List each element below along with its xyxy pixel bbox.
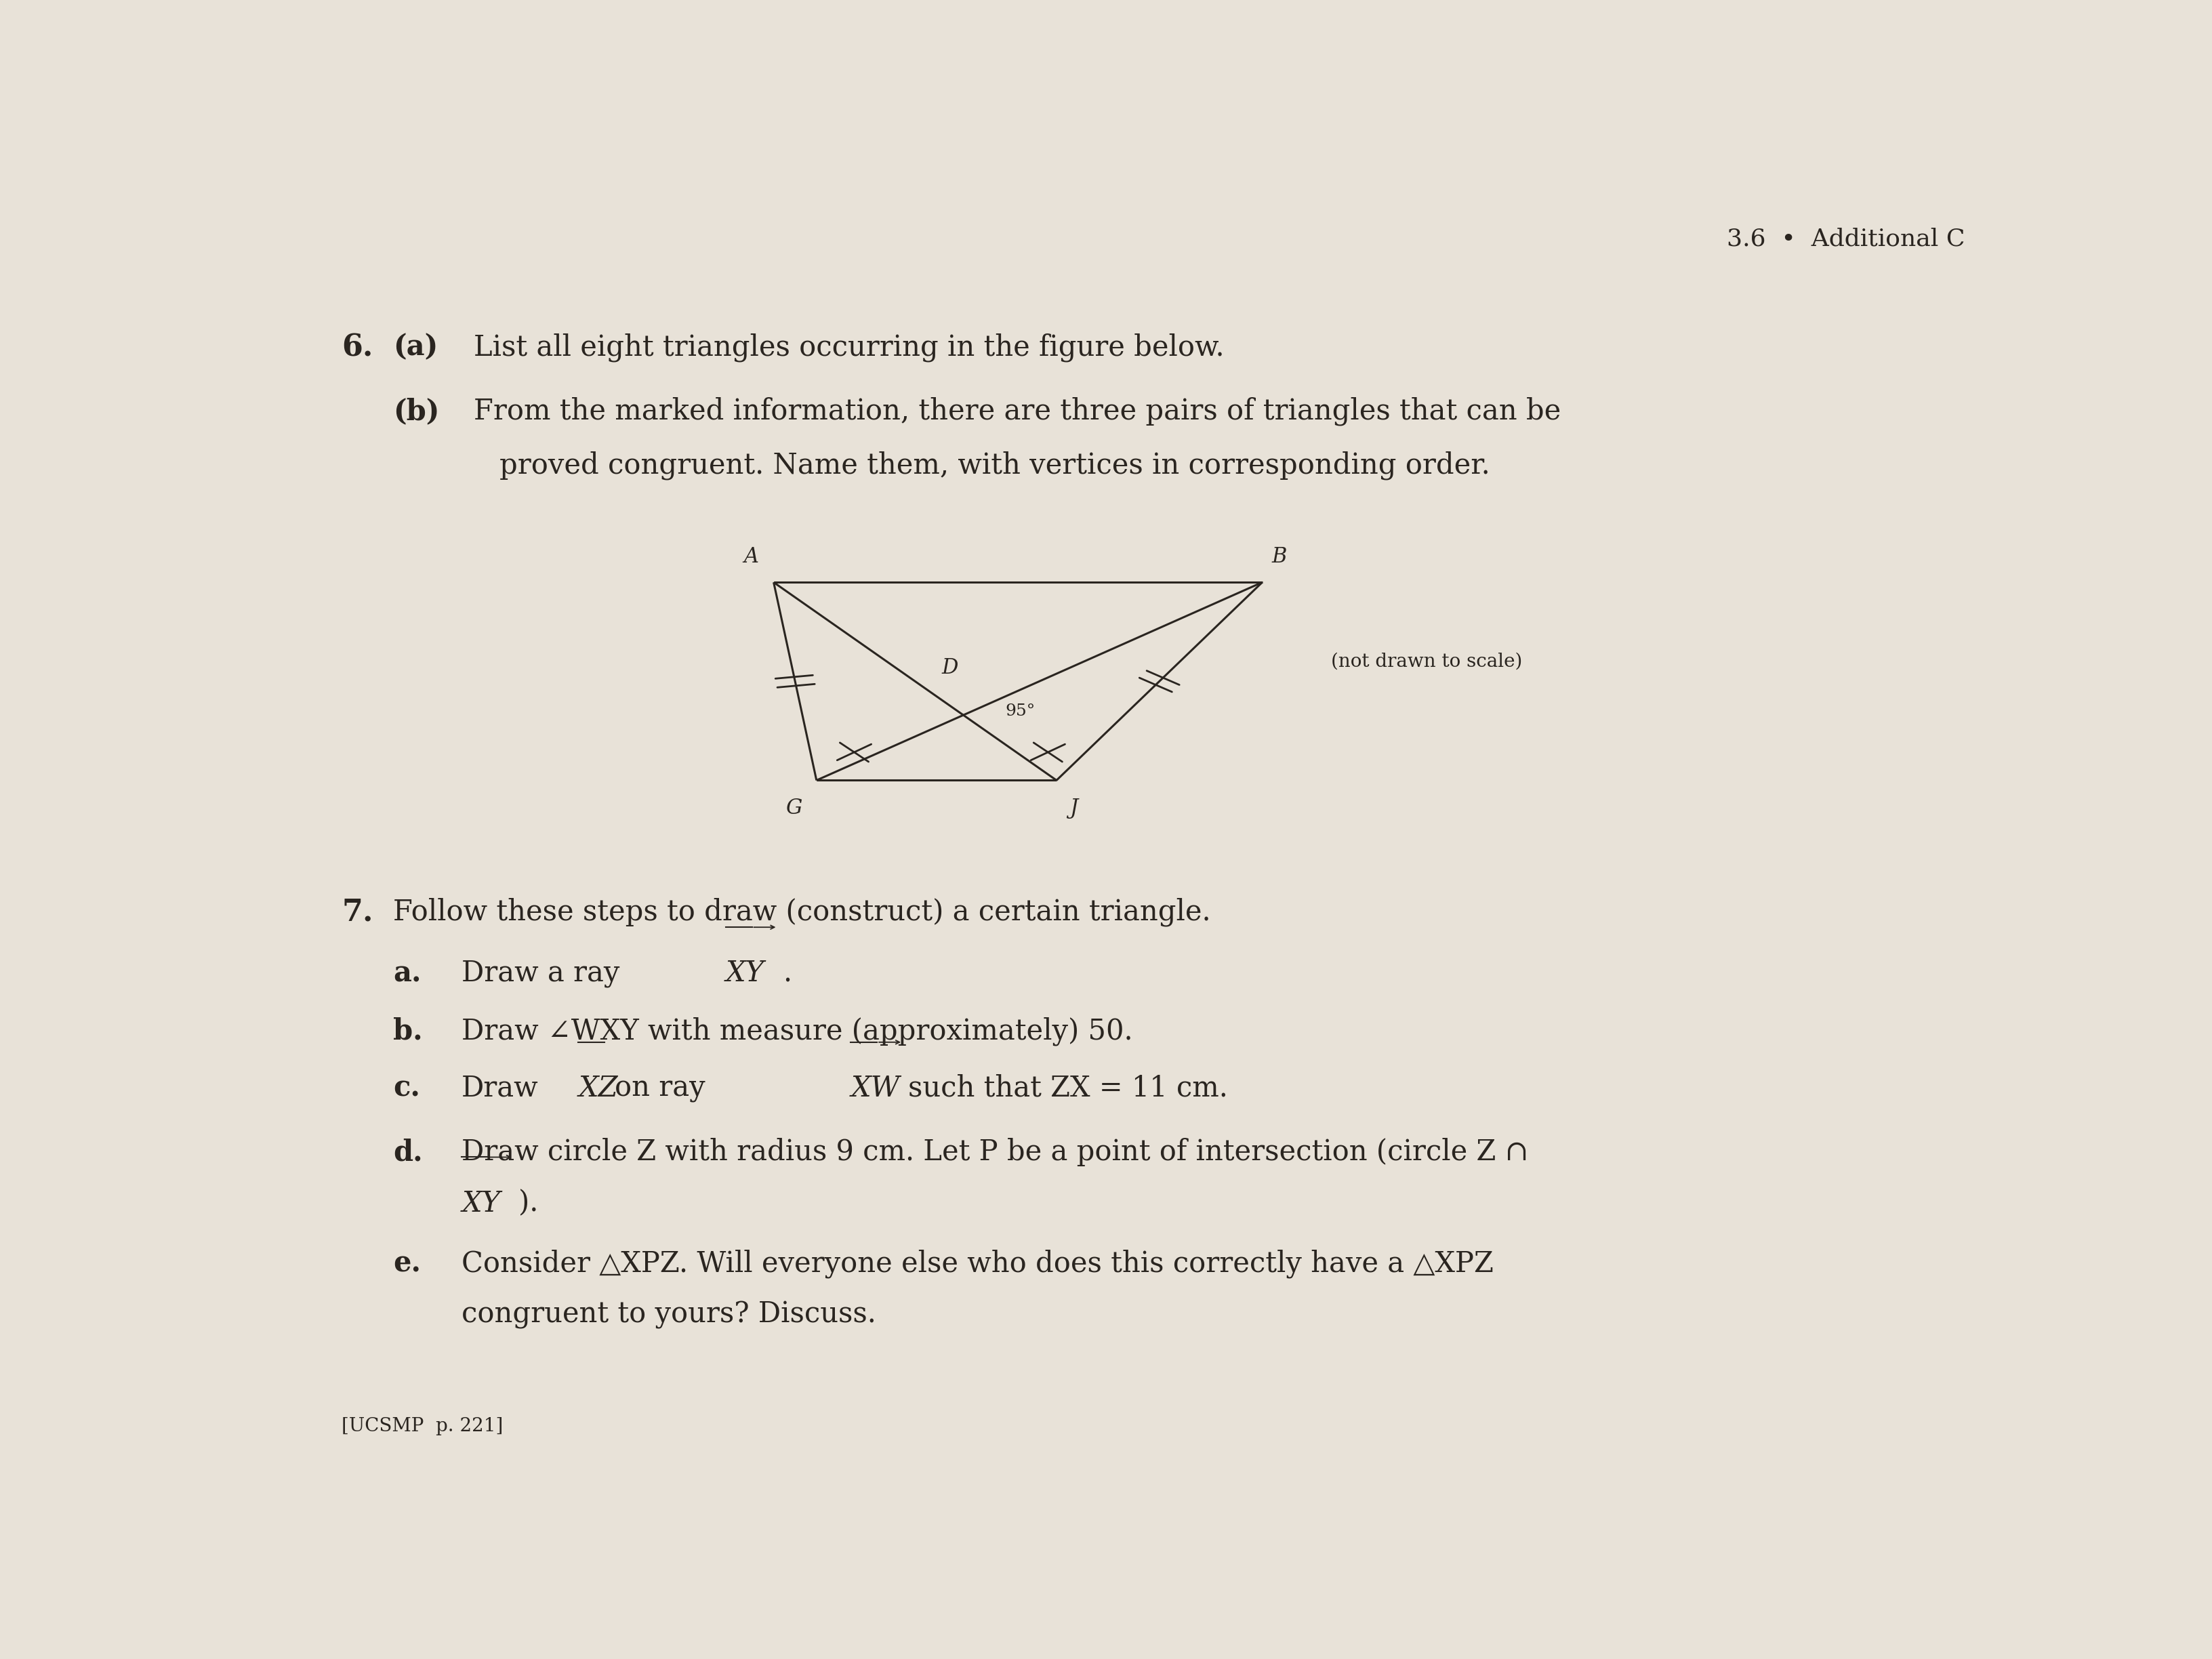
Text: proved congruent. Name them, with vertices in corresponding order.: proved congruent. Name them, with vertic… <box>500 451 1491 479</box>
Text: XY: XY <box>462 1190 500 1218</box>
Text: on ray: on ray <box>615 1073 706 1103</box>
Text: G: G <box>785 798 803 820</box>
Text: e.: e. <box>394 1249 420 1277</box>
Text: ).: ). <box>520 1190 540 1218</box>
Text: A: A <box>743 546 759 567</box>
Text: 7.: 7. <box>341 898 374 927</box>
Text: XY: XY <box>726 959 765 987</box>
Text: Draw a ray: Draw a ray <box>462 959 619 987</box>
Text: List all eight triangles occurring in the figure below.: List all eight triangles occurring in th… <box>473 333 1223 362</box>
Text: (b): (b) <box>394 397 440 426</box>
Text: [UCSMP  p. 221]: [UCSMP p. 221] <box>341 1417 502 1435</box>
Text: c.: c. <box>394 1073 420 1103</box>
Text: Follow these steps to draw (construct) a certain triangle.: Follow these steps to draw (construct) a… <box>394 898 1210 927</box>
Text: B: B <box>1272 546 1287 567</box>
Text: D: D <box>942 657 958 679</box>
Text: a.: a. <box>394 959 420 987</box>
Text: (a): (a) <box>394 333 438 362</box>
Text: Consider △XPZ. Will everyone else who does this correctly have a △XPZ: Consider △XPZ. Will everyone else who do… <box>462 1249 1493 1277</box>
Text: 6.: 6. <box>341 333 374 362</box>
Text: XZ: XZ <box>577 1073 617 1103</box>
Text: 95°: 95° <box>1004 703 1035 720</box>
Text: Draw circle Z with radius 9 cm. Let P be a point of intersection (circle Z ∩: Draw circle Z with radius 9 cm. Let P be… <box>462 1138 1528 1166</box>
Text: Draw: Draw <box>462 1073 540 1103</box>
Text: From the marked information, there are three pairs of triangles that can be: From the marked information, there are t… <box>473 397 1562 426</box>
Text: J: J <box>1068 798 1077 820</box>
Text: congruent to yours? Discuss.: congruent to yours? Discuss. <box>462 1301 876 1329</box>
Text: XW: XW <box>852 1073 900 1103</box>
Text: b.: b. <box>394 1017 422 1045</box>
Text: such that ZX = 11 cm.: such that ZX = 11 cm. <box>907 1073 1228 1103</box>
Text: 3.6  •  Additional C: 3.6 • Additional C <box>1728 227 1964 251</box>
Text: d.: d. <box>394 1138 422 1166</box>
Text: (not drawn to scale): (not drawn to scale) <box>1332 652 1522 670</box>
Text: .: . <box>783 959 792 987</box>
Text: Draw ∠WXY with measure (approximately) 50.: Draw ∠WXY with measure (approximately) 5… <box>462 1017 1133 1045</box>
